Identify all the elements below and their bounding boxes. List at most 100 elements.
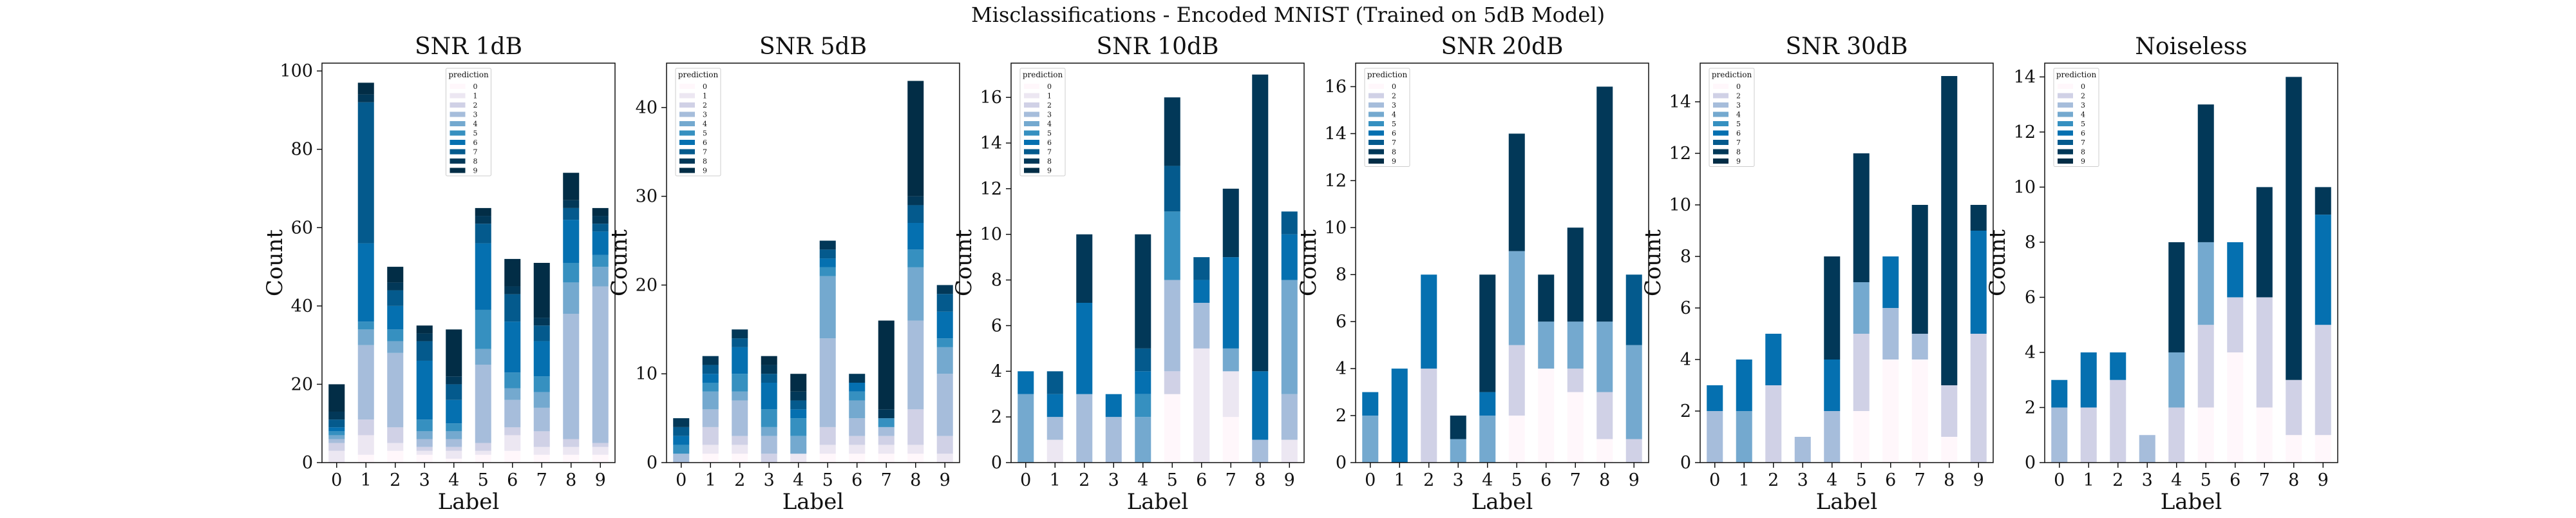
bar-segment [446,439,462,447]
legend-entry: 8 [473,157,478,166]
bar-segment [446,458,462,463]
bar-segment [357,94,374,102]
subplot-title: SNR 20dB [1441,34,1563,60]
legend-swatch [1024,102,1039,108]
bar-segment [1596,439,1613,463]
bar-segment [849,374,866,383]
bar-segment [936,311,953,339]
x-tick-label: 1 [1050,470,1061,490]
y-tick-label: 14 [2014,67,2036,87]
bar-segment [1707,411,1723,463]
y-tick-label: 2 [991,407,1002,427]
x-tick-label: 9 [1284,470,1295,490]
x-axis-label: Label [438,489,500,515]
legend-entry: 2 [473,101,478,110]
bar-segment [2227,242,2244,298]
x-tick-label: 3 [764,470,775,490]
legend-swatch [1713,93,1728,99]
bar-segment [907,445,924,454]
bar-segment [1567,321,1584,369]
legend-swatch [1713,149,1728,155]
bar-segment [416,446,433,451]
legend-entry: 8 [1392,148,1396,157]
legend-swatch [1713,121,1728,126]
bar-segment [533,431,550,447]
bar-segment [563,446,580,455]
y-axis-label: Count [262,229,288,296]
bar-segment [1252,371,1269,440]
legend-entry: 6 [2081,130,2085,138]
legend-swatch [1713,130,1728,136]
y-tick-label: 40 [291,296,313,316]
bar-segment [1824,256,1841,360]
y-tick-label: 12 [1325,171,1347,191]
bar-segment [475,454,491,463]
x-tick-label: 3 [2142,470,2153,490]
bar-segment [936,374,953,436]
bar-segment [819,338,836,427]
x-tick-label: 0 [676,470,687,490]
bar-segment [761,365,777,374]
bar-segment [878,427,895,436]
x-tick-label: 2 [734,470,745,490]
x-tick-label: 9 [595,470,606,490]
bar-segment [563,454,580,463]
bar-segment [2256,187,2273,298]
bar-segment [357,102,374,244]
legend-swatch [679,149,695,155]
x-tick-label: 8 [1599,470,1610,490]
y-tick-label: 6 [1336,312,1347,332]
bar-segment [907,320,924,410]
bar-segment [790,391,807,401]
axes-frame [1010,62,1305,463]
bar-segment [1046,394,1063,417]
x-axis-label: Label [1816,489,1878,515]
legend-entry: 9 [1392,157,1396,166]
x-tick-label: 2 [1079,470,1090,490]
legend-entry: 4 [703,120,707,128]
y-tick-label: 8 [991,271,1002,291]
bar-segment [357,329,374,345]
bar-segment [1941,385,1958,437]
legend-swatch [2058,149,2073,155]
bar-segment [1164,371,1180,394]
bar-segment [2315,187,2331,215]
bar-segment [357,345,374,420]
bar-segment [387,282,404,291]
bar-segment [790,454,807,463]
bar-segment [563,220,580,263]
x-tick-label: 5 [1511,470,1522,490]
axes-frame [1355,62,1649,463]
bar-segment [907,249,924,267]
bar-segment [328,443,345,451]
bar-segment [936,347,953,374]
bar-segment [2227,297,2244,352]
bar-segment [1421,274,1437,369]
legend-swatch [1024,93,1039,99]
bar-segment [1135,234,1151,349]
legend-entry: 6 [703,139,707,147]
bar-segment [446,450,462,459]
legend-swatch [679,158,695,164]
bar-segment [1911,334,1928,360]
x-tick-label: 4 [448,470,459,490]
x-tick-label: 2 [1768,470,1779,490]
bar-segment [416,360,433,420]
x-tick-label: 2 [1423,470,1434,490]
legend-entry: 5 [1736,120,1741,128]
x-tick-label: 5 [478,470,489,490]
x-tick-label: 1 [1739,470,1750,490]
legend-swatch [450,111,466,117]
bar-segment [1625,274,1642,345]
legend-entry: 4 [1047,120,1052,128]
bar-segment [475,207,491,216]
bar-segment [1824,411,1841,463]
x-tick-label: 5 [1167,470,1178,490]
y-tick-label: 8 [2025,233,2036,253]
bar-segment [732,445,748,454]
y-tick-label: 4 [2025,343,2036,363]
bar-segment [1625,345,1642,439]
